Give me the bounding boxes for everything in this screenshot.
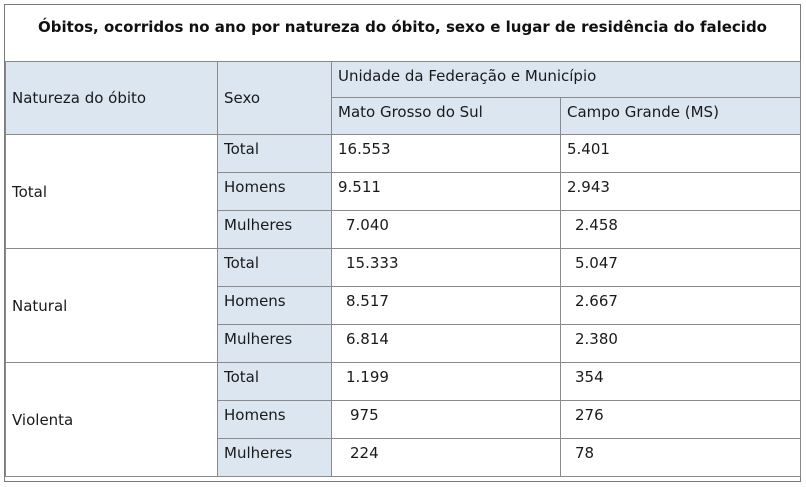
sexo-cell: Mulheres (217, 324, 332, 363)
value-cg: 5.047 (559, 248, 802, 287)
value-ms: 8.517 (331, 286, 561, 325)
value-ms: 6.814 (331, 324, 561, 363)
value-ms: 975 (331, 400, 561, 439)
header-mato-grosso-do-sul: Mato Grosso do Sul (331, 97, 561, 135)
table-row: Mulheres 6.814 2.380 (6, 324, 802, 363)
sexo-cell: Mulheres (217, 210, 332, 249)
value-ms: 9.511 (331, 172, 561, 211)
table-row: Mulheres 7.040 2.458 (6, 210, 802, 249)
header-natureza: Natureza do óbito (5, 61, 218, 135)
table-row: Homens 8.517 2.667 (6, 286, 802, 325)
value-cg: 354 (559, 362, 802, 401)
sexo-cell: Total (217, 248, 332, 287)
table-row: Total Total 16.553 5.401 (5, 134, 802, 249)
value-ms: 15.333 (331, 248, 561, 287)
value-cg: 5.401 (559, 134, 802, 173)
sexo-cell: Homens (217, 172, 332, 211)
header-sexo: Sexo (217, 61, 332, 135)
table-title: Óbitos, ocorridos no ano por natureza do… (38, 18, 767, 36)
sexo-cell: Homens (217, 286, 332, 325)
value-ms: 1.199 (331, 362, 561, 401)
group-label-violenta: Violenta (5, 362, 218, 477)
table-row: Mulheres 224 78 (6, 438, 802, 477)
group-label-total: Total (5, 134, 218, 249)
sexo-cell: Total (217, 134, 332, 173)
value-cg: 276 (559, 400, 802, 439)
header-campo-grande: Campo Grande (MS) (559, 97, 802, 135)
value-ms: 224 (331, 438, 561, 477)
header-unidade: Unidade da Federação e Município (330, 61, 802, 98)
table-row: Violenta Total 1.199 354 (5, 362, 802, 477)
table-row: Homens 975 276 (6, 400, 802, 439)
value-ms: 7.040 (331, 210, 561, 249)
sexo-cell: Total (217, 362, 332, 401)
sexo-cell: Homens (217, 400, 332, 439)
value-ms: 16.553 (331, 134, 561, 173)
value-cg: 78 (559, 438, 802, 477)
value-cg: 2.667 (559, 286, 802, 325)
value-cg: 2.943 (559, 172, 802, 211)
sexo-cell: Mulheres (217, 438, 332, 477)
value-cg: 2.380 (559, 324, 802, 363)
table-frame: Óbitos, ocorridos no ano por natureza do… (4, 4, 802, 482)
table-row: Natural Total 15.333 5.047 (5, 248, 802, 363)
table-row: Homens 9.511 2.943 (6, 172, 802, 211)
group-label-natural: Natural (5, 248, 218, 363)
value-cg: 2.458 (559, 210, 802, 249)
data-table: Natureza do óbito Sexo Unidade da Federa… (5, 61, 802, 477)
